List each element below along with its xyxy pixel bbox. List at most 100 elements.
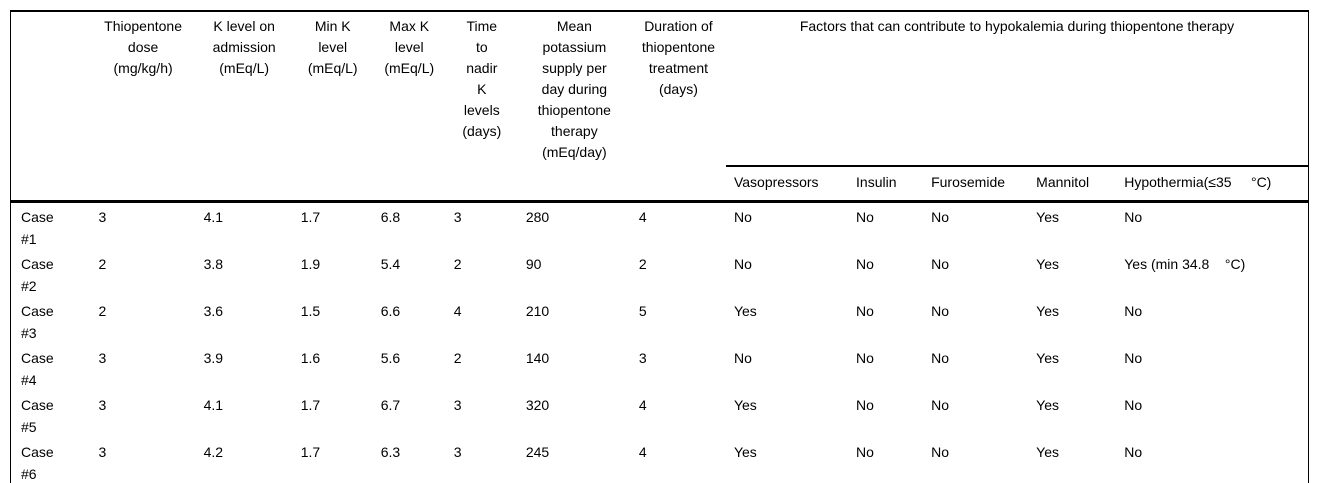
cell-min-k: 1.5 bbox=[300, 302, 321, 319]
table-row-case-4: Case #4 3 3.9 1.6 5.6 2 140 3 No No No Y… bbox=[11, 344, 1309, 391]
cell-dose: 2 bbox=[98, 255, 107, 272]
cell-duration: 3 bbox=[638, 349, 647, 366]
cell-time-to-nadir: 3 bbox=[445, 199, 518, 250]
cell-vasopressors: No bbox=[733, 349, 752, 366]
row-label: Case #2 bbox=[21, 255, 54, 294]
cell-furosemide: No bbox=[931, 443, 949, 460]
cell-hypothermia: No bbox=[1124, 349, 1143, 366]
table-row-case-5: Case #5 3 4.1 1.7 6.7 3 320 4 Yes No No … bbox=[11, 391, 1309, 438]
col-header-insulin: Insulin bbox=[856, 174, 897, 191]
cell-insulin: No bbox=[856, 443, 874, 460]
cell-max-k: 5.6 bbox=[380, 349, 401, 366]
cell-mean-k-supply: 320 bbox=[525, 396, 550, 413]
col-header-k-admission: K level on admission (mEq/L) bbox=[212, 18, 276, 76]
col-header-duration: Duration of thiopentone treatment (days) bbox=[641, 18, 716, 97]
cell-furosemide: No bbox=[931, 255, 949, 272]
row-label: Case #1 bbox=[10, 199, 91, 250]
cell-max-k: 6.7 bbox=[380, 396, 401, 413]
cell-duration: 2 bbox=[638, 255, 647, 272]
table-header: Thiopentone dose (mg/kg/h) K level on ad… bbox=[11, 11, 1309, 201]
cell-dose: 3 bbox=[98, 396, 107, 413]
cell-mannitol: Yes bbox=[1036, 443, 1060, 460]
table-row-case-6: Case #6 3 4.2 1.7 6.3 3 245 4 Yes No No … bbox=[11, 438, 1309, 483]
table-row-case-1: Case #1 3 4.1 1.7 6.8 3 280 4 No No No Y… bbox=[10, 199, 1309, 250]
cell-duration: 4 bbox=[630, 199, 726, 250]
cell-insulin: No bbox=[856, 255, 874, 272]
row-label: Case #6 bbox=[21, 443, 54, 482]
cell-hypothermia: No bbox=[1116, 199, 1309, 250]
cell-time-to-nadir: 3 bbox=[453, 443, 462, 460]
cell-vasopressors: Yes bbox=[733, 443, 757, 460]
cell-vasopressors: Yes bbox=[733, 396, 757, 413]
header-row-factors: Vasopressors Insulin Furosemide Mannitol… bbox=[11, 166, 1309, 201]
cell-time-to-nadir: 3 bbox=[453, 396, 462, 413]
cell-dose: 3 bbox=[98, 443, 107, 460]
cell-mean-k-supply: 245 bbox=[525, 443, 550, 460]
cell-mannitol: Yes bbox=[1036, 255, 1060, 272]
thiopentone-cases-table: Thiopentone dose (mg/kg/h) K level on ad… bbox=[10, 10, 1309, 483]
cell-vasopressors: No bbox=[733, 255, 752, 272]
cell-furosemide: No bbox=[931, 349, 949, 366]
cell-furosemide: No bbox=[931, 302, 949, 319]
cell-dose: 2 bbox=[98, 302, 107, 319]
cell-mannitol: Yes bbox=[1036, 349, 1060, 366]
cell-min-k: 1.7 bbox=[292, 199, 373, 250]
row-label: Case #5 bbox=[21, 396, 54, 435]
cell-duration: 4 bbox=[638, 443, 647, 460]
cell-max-k: 6.6 bbox=[380, 302, 401, 319]
cell-k-admission: 4.1 bbox=[195, 199, 293, 250]
cell-furosemide: No bbox=[931, 396, 949, 413]
cell-insulin: No bbox=[856, 349, 874, 366]
cell-hypothermia: Yes (min 34.8 °C) bbox=[1124, 255, 1246, 272]
col-header-thiopentone-dose: Thiopentone dose (mg/kg/h) bbox=[104, 18, 182, 76]
table-row-case-3: Case #3 2 3.6 1.5 6.6 4 210 5 Yes No No … bbox=[11, 297, 1309, 344]
col-header-mean-k-supply: Mean potassium supply per day during thi… bbox=[537, 18, 611, 160]
cell-insulin: No bbox=[856, 396, 874, 413]
cell-max-k: 5.4 bbox=[380, 255, 401, 272]
cell-min-k: 1.7 bbox=[300, 396, 321, 413]
col-header-time-to-nadir: Time to nadir K levels (days) bbox=[462, 18, 502, 139]
col-header-vasopressors: Vasopressors bbox=[733, 174, 819, 191]
cell-k-admission: 4.2 bbox=[203, 443, 224, 460]
cell-max-k: 6.3 bbox=[380, 443, 401, 460]
cell-mean-k-supply: 210 bbox=[525, 302, 550, 319]
cell-dose: 3 bbox=[90, 199, 196, 250]
cell-insulin: No bbox=[856, 302, 874, 319]
cell-mean-k-supply: 90 bbox=[525, 255, 542, 272]
cell-mannitol: Yes bbox=[1036, 302, 1060, 319]
cell-duration: 4 bbox=[638, 396, 647, 413]
cell-vasopressors: No bbox=[725, 199, 849, 250]
cell-mean-k-supply: 140 bbox=[525, 349, 550, 366]
cell-k-admission: 3.6 bbox=[203, 302, 224, 319]
cell-mean-k-supply: 280 bbox=[517, 199, 631, 250]
cell-max-k: 6.8 bbox=[372, 199, 446, 250]
col-header-hypothermia: Hypothermia(≤35 °C) bbox=[1124, 174, 1272, 191]
cell-insulin: No bbox=[848, 199, 924, 250]
col-header-max-k: Max K level (mEq/L) bbox=[384, 18, 435, 76]
cell-k-admission: 3.8 bbox=[203, 255, 224, 272]
cell-dose: 3 bbox=[98, 349, 107, 366]
header-row-main: Thiopentone dose (mg/kg/h) K level on ad… bbox=[11, 11, 1309, 167]
row-label: Case #3 bbox=[21, 302, 54, 341]
cell-k-admission: 4.1 bbox=[203, 396, 224, 413]
cell-hypothermia: No bbox=[1124, 443, 1143, 460]
row-label: Case #4 bbox=[21, 349, 54, 388]
cell-time-to-nadir: 2 bbox=[453, 349, 462, 366]
cell-mannitol: Yes bbox=[1028, 199, 1117, 250]
cell-hypothermia: No bbox=[1124, 396, 1143, 413]
cell-k-admission: 3.9 bbox=[203, 349, 224, 366]
cell-min-k: 1.7 bbox=[300, 443, 321, 460]
cell-min-k: 1.9 bbox=[300, 255, 321, 272]
cell-duration: 5 bbox=[638, 302, 647, 319]
cell-furosemide: No bbox=[923, 199, 1029, 250]
col-header-min-k: Min K level (mEq/L) bbox=[307, 18, 358, 76]
col-header-mannitol: Mannitol bbox=[1036, 174, 1090, 191]
cell-min-k: 1.6 bbox=[300, 349, 321, 366]
table-row-case-2: Case #2 2 3.8 1.9 5.4 2 90 2 No No No Ye… bbox=[11, 250, 1309, 297]
cell-time-to-nadir: 4 bbox=[453, 302, 462, 319]
col-header-furosemide: Furosemide bbox=[931, 174, 1006, 191]
cell-time-to-nadir: 2 bbox=[453, 255, 462, 272]
cell-mannitol: Yes bbox=[1036, 396, 1060, 413]
corner-cell bbox=[11, 11, 91, 201]
